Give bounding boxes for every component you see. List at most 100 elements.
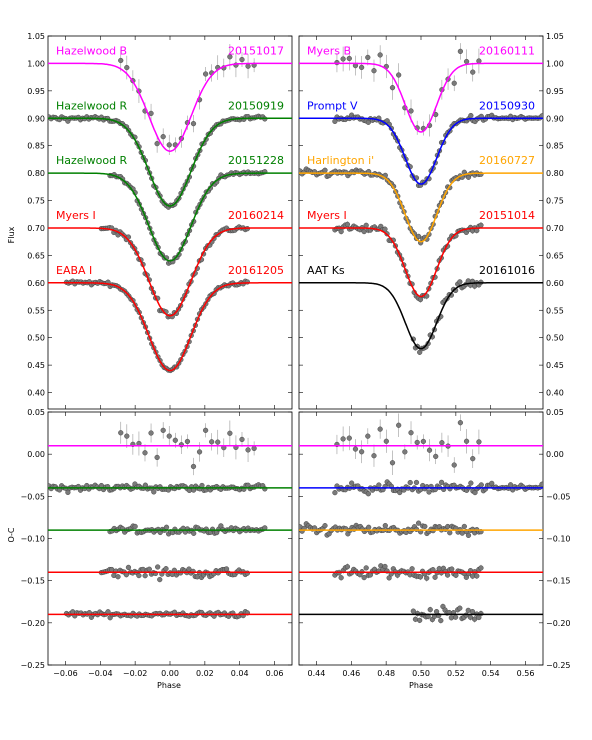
- left-series-0-oc-point: [203, 427, 209, 433]
- right-series-0-oc-point: [439, 440, 445, 446]
- right-series-0-oc-point: [470, 456, 476, 462]
- left-flux-ytick-label: 1.00: [27, 59, 45, 68]
- right-series-4-oc-point: [469, 608, 476, 615]
- right-series-3-oc-point: [417, 574, 424, 580]
- right-series-2-model-line: [299, 172, 543, 243]
- right-series-1-oc-point: [407, 479, 413, 486]
- right-series-0-oc-point: [426, 447, 433, 453]
- right-series-2-oc-point: [415, 520, 422, 526]
- left-flux-data: [48, 43, 292, 374]
- left-flux-ytick-label: 0.95: [27, 87, 45, 96]
- left-series-0-oc-point: [142, 450, 148, 456]
- right-series-0-oc-point: [346, 435, 352, 441]
- left-series-2-oc-point: [163, 524, 170, 530]
- oc-ylabel: O-C: [7, 527, 16, 542]
- right-series-3-oc-point: [424, 575, 430, 581]
- right-series-4-date-label: 20161016: [479, 264, 535, 277]
- right-series-0-oc-point: [408, 430, 414, 436]
- left-series-3-oc-point: [123, 572, 129, 578]
- left-oc-ytick-label: −0.15: [20, 577, 45, 586]
- left-series-1-date-label: 20150919: [228, 99, 284, 112]
- left-flux-ytick-label: 0.80: [27, 169, 45, 178]
- right-series-1-point: [468, 112, 474, 119]
- left-series-3-oc-point: [244, 570, 250, 576]
- left-series-1-model-line: [48, 117, 292, 207]
- right-series-3-date-label: 20151014: [479, 209, 535, 222]
- left-oc-ytick-label: 0.00: [27, 450, 45, 459]
- right-series-3-oc-point: [444, 572, 451, 578]
- right-series-0-oc-point: [365, 433, 371, 439]
- right-series-0-point: [457, 48, 463, 54]
- flux-ylabel: Flux: [7, 226, 16, 243]
- left-series-2-oc-point: [132, 523, 138, 530]
- right-series-0-oc-point: [476, 439, 482, 445]
- left-series-0-point: [154, 141, 160, 147]
- right-series-2-name-label: Harlington i': [307, 154, 374, 167]
- right-flux-ytick-label: 0.50: [546, 334, 564, 343]
- left-series-0-point: [203, 71, 209, 77]
- left-series-0-oc-point: [251, 445, 257, 452]
- right-xtick-label: 0.50: [412, 669, 430, 678]
- right-series-0-point: [408, 108, 414, 114]
- right-series-3-oc-point: [430, 567, 436, 573]
- left-series-0-name-label: Hazelwood B: [56, 44, 127, 57]
- left-xtick-label: 0.06: [266, 669, 284, 678]
- right-series-0-oc-point: [414, 439, 420, 446]
- right-series-0-name-label: Myers B: [307, 44, 351, 57]
- right-series-3-oc-point: [344, 564, 351, 570]
- right-series-3-point: [363, 222, 369, 228]
- right-series-3-oc-point: [409, 566, 415, 572]
- left-series-0-oc-point: [118, 430, 124, 436]
- right-oc-frame: [298, 411, 544, 666]
- left-oc-ytick-label: −0.25: [20, 661, 45, 670]
- right-flux-ytick-label: 0.75: [546, 197, 564, 206]
- right-series-1-oc-point: [332, 490, 338, 496]
- left-series-3-oc-point: [163, 566, 169, 572]
- left-series-0-oc-point: [190, 463, 197, 470]
- right-oc-ytick-label: −0.20: [546, 619, 571, 628]
- left-series-2-oc-point: [191, 530, 197, 536]
- right-series-3-oc-point: [478, 565, 484, 571]
- right-series-1-oc-point: [438, 479, 445, 485]
- right-series-3-oc-point: [382, 563, 388, 570]
- left-series-0-oc-point: [196, 449, 203, 455]
- right-series-3-point: [338, 228, 344, 235]
- right-series-0-oc-point: [340, 436, 346, 442]
- left-series-4-name-label: EABA I: [56, 264, 92, 277]
- right-series-0-oc-point: [359, 449, 365, 455]
- left-series-1-oc-point: [151, 489, 157, 495]
- right-series-0-oc-point: [396, 422, 402, 428]
- right-series-0-oc-point: [377, 426, 383, 432]
- left-series-0-oc-point: [227, 430, 233, 436]
- left-flux-ytick-label: 0.40: [27, 389, 45, 398]
- left-series-0-oc-point: [148, 430, 154, 436]
- right-flux-ytick-label: 0.95: [546, 87, 564, 96]
- left-series-0-point: [124, 64, 130, 71]
- left-series-4-date-label: 20161205: [228, 264, 284, 277]
- right-xtick-label: 0.48: [377, 669, 395, 678]
- right-series-2-date-label: 20160727: [479, 154, 535, 167]
- right-series-2-oc-point: [382, 522, 388, 529]
- right-series-0-oc-point: [402, 449, 408, 455]
- left-series-3-oc-point: [142, 573, 148, 579]
- right-flux-ytick-label: 0.45: [546, 361, 564, 370]
- right-series-4-oc-point: [412, 616, 419, 622]
- right-series-0-point: [340, 56, 346, 62]
- left-series-3-oc-point: [190, 568, 196, 574]
- left-series-0-model-line: [48, 62, 292, 152]
- left-series-3-model-line: [48, 227, 292, 317]
- left-flux-ytick-label: 0.90: [27, 114, 45, 123]
- right-series-4-oc-point: [414, 610, 421, 617]
- right-series-2-oc-point: [461, 523, 467, 530]
- right-series-1-oc-point: [478, 482, 484, 488]
- right-series-1-oc-point: [468, 480, 474, 486]
- left-series-0-point: [190, 121, 197, 127]
- left-series-0-oc-point: [209, 439, 215, 445]
- right-series-1-oc-point: [376, 482, 382, 488]
- left-series-0-oc-point: [245, 447, 251, 453]
- right-xtick-label: 0.46: [342, 669, 360, 678]
- right-series-1-model-line: [299, 117, 543, 185]
- right-series-0-oc-point: [383, 438, 389, 444]
- left-series-0-oc-point: [160, 427, 166, 433]
